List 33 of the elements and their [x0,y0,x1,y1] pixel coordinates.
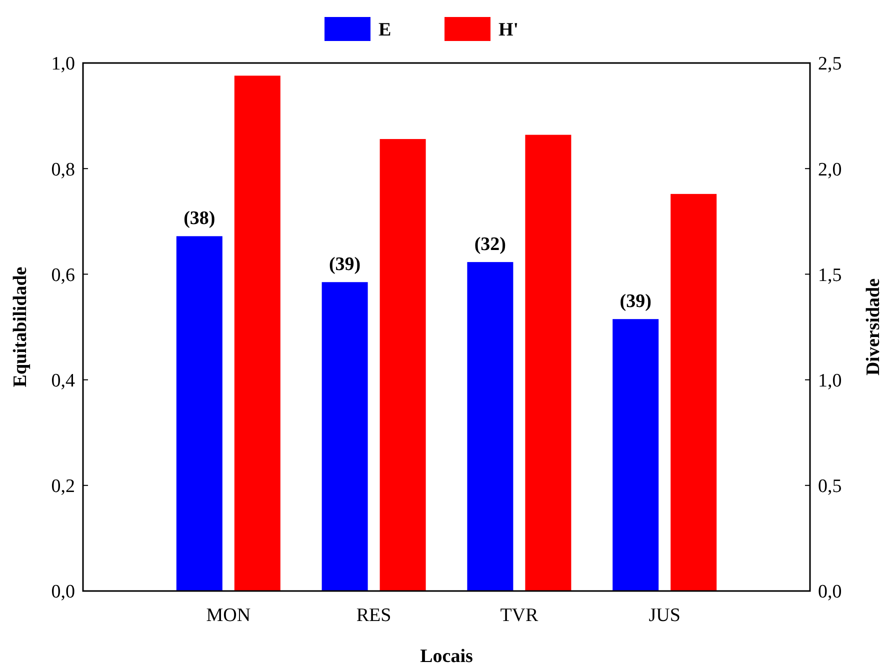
bar [612,319,659,591]
y2-tick-label: 2,0 [818,159,842,180]
bar [525,134,572,591]
y-tick-label: 0,2 [51,476,75,498]
y-tick-label: 0,0 [51,582,75,603]
x-tick-label: RES [356,605,392,626]
x-axis-title: Locais [420,646,473,666]
annotation: (32) [474,234,506,256]
y-tick-label: 0,4 [51,370,76,392]
legend-label: H' [498,20,519,41]
x-tick-label: TVR [500,605,539,626]
annotation: (39) [620,291,652,312]
bar [176,236,222,591]
annotation: (38) [184,208,216,230]
bar [670,194,717,591]
y-tick-label: 1,0 [51,54,75,75]
legend-label: E [378,20,392,41]
x-tick-label: JUS [648,605,680,626]
bar [322,282,368,591]
y2-axis-title: Diversidade [863,278,884,376]
y-tick-label: 0,6 [51,264,75,286]
y2-tick-label: 0,5 [818,476,842,498]
y-tick-label: 0,8 [51,159,75,180]
bar [380,139,426,591]
x-tick-label: MON [206,605,251,626]
bar [234,76,280,591]
bar [467,262,514,591]
y-axis-title: Equitabilidade [10,266,31,388]
annotation: (39) [328,254,361,276]
y2-tick-label: 1,0 [818,370,842,392]
y2-tick-label: 1,5 [818,264,842,286]
y2-tick-label: 0,0 [818,582,842,603]
y2-tick-label: 2,5 [818,54,842,75]
